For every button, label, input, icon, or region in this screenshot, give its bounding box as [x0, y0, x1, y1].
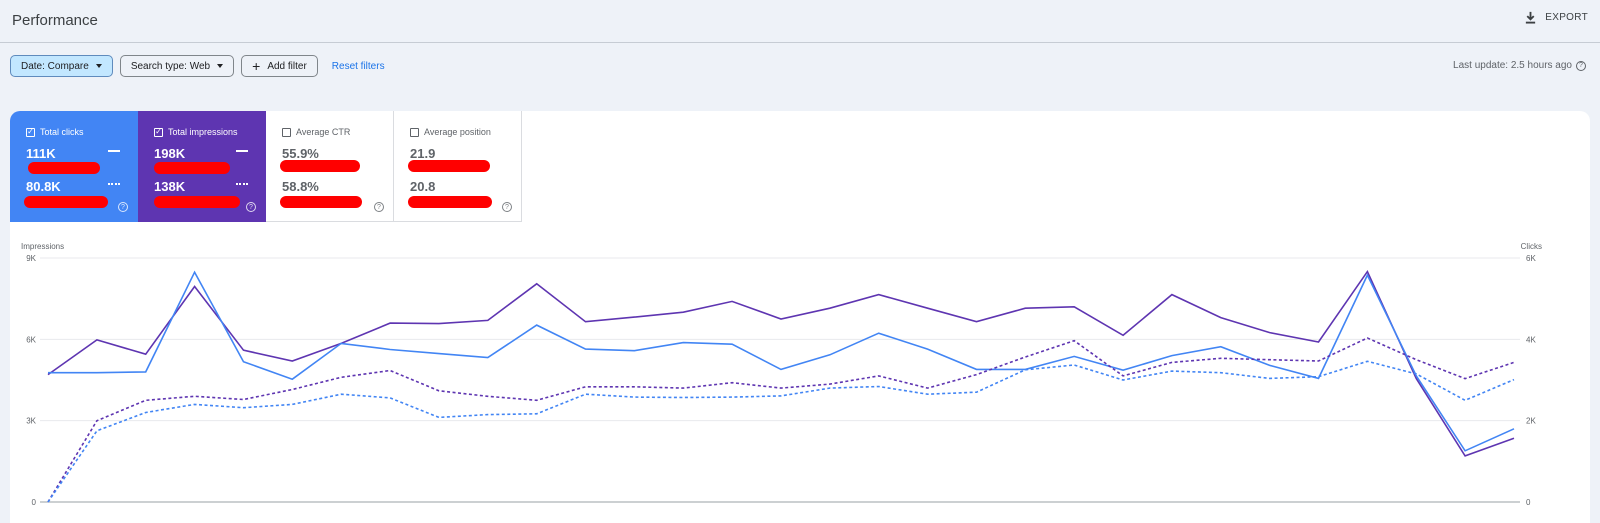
series-line-left-solid[interactable] [47, 269, 1515, 457]
chart-series [47, 269, 1515, 503]
series-line-left-dashed[interactable] [47, 337, 1515, 503]
chart-grid [40, 257, 1520, 503]
checkbox-checked-icon[interactable]: ✓ [154, 127, 163, 137]
search-type-chip[interactable]: Search type: Web [119, 55, 235, 77]
caret-down-icon [95, 64, 102, 68]
performance-chart[interactable]: Impressions Clicks 9K 6K 6K 4K 3K 2K 0 0 [0, 240, 1600, 523]
left-tick-label: 3K [26, 417, 36, 426]
current-value: 21.9 [410, 146, 436, 161]
right-tick-label: 2K [1526, 417, 1536, 426]
search-type-label: Search type: Web [130, 60, 211, 72]
help-icon[interactable]: ? [374, 202, 384, 212]
left-tick-label: 0 [32, 498, 37, 507]
left-axis-label: Impressions [21, 242, 64, 251]
redaction-mark [154, 162, 230, 174]
reset-filters-link[interactable]: Reset filters [331, 60, 385, 72]
filter-bar: Date: Compare Search type: Web + Add fil… [10, 55, 385, 77]
checkbox-checked-icon[interactable]: ✓ [26, 127, 35, 137]
solid-line-icon [108, 150, 120, 152]
right-tick-label: 4K [1526, 335, 1536, 344]
average-position-card[interactable]: Average position 21.9 20.8 ? [394, 111, 522, 222]
help-icon[interactable]: ? [1576, 60, 1586, 71]
card-label: Average position [424, 127, 491, 137]
redaction-mark [154, 196, 240, 208]
right-tick-label: 6K [1526, 254, 1536, 263]
help-icon[interactable]: ? [246, 202, 256, 212]
page-title: Performance [12, 12, 98, 29]
redaction-mark [280, 160, 360, 172]
performance-panel: ✓ Total clicks 111K 80.8K ? ✓ Total impres… [10, 111, 1590, 523]
previous-value: 20.8 [410, 179, 436, 194]
checkbox-unchecked-icon[interactable] [282, 127, 291, 137]
previous-value: 58.8% [282, 179, 319, 194]
total-clicks-card[interactable]: ✓ Total clicks 111K 80.8K ? [10, 111, 138, 222]
average-ctr-card[interactable]: Average CTR 55.9% 58.8% ? [266, 111, 394, 222]
date-filter-label: Date: Compare [21, 60, 89, 72]
help-icon[interactable]: ? [502, 202, 512, 212]
add-filter-button[interactable]: + Add filter [241, 55, 318, 77]
plus-icon: + [252, 57, 261, 74]
dotted-line-icon [108, 183, 120, 185]
current-value: 198K [154, 146, 186, 161]
right-axis-label: Clicks [1521, 242, 1542, 251]
top-bar: Performance EXPORT [0, 0, 1600, 43]
export-button[interactable]: EXPORT [1524, 11, 1588, 24]
card-label: Total impressions [168, 127, 238, 137]
export-label: EXPORT [1545, 12, 1588, 23]
last-update-text: Last update: 2.5 hours ago [1453, 60, 1572, 71]
redaction-mark [408, 160, 490, 172]
series-line-right-solid[interactable] [48, 270, 1515, 452]
download-icon [1526, 11, 1536, 24]
caret-down-icon [217, 64, 224, 68]
solid-line-icon [236, 150, 248, 152]
series-line-right-dashed[interactable] [47, 360, 1515, 503]
left-tick-label: 9K [26, 254, 36, 263]
left-tick-label: 6K [26, 335, 36, 344]
card-label: Total clicks [40, 127, 84, 137]
last-update: Last update: 2.5 hours ago ? [1453, 60, 1586, 71]
help-icon[interactable]: ? [118, 202, 128, 212]
dotted-line-icon [236, 183, 248, 185]
redaction-mark [24, 196, 108, 208]
redaction-mark [408, 196, 492, 208]
metric-cards: ✓ Total clicks 111K 80.8K ? ✓ Total impres… [10, 111, 522, 222]
previous-value: 138K [154, 179, 186, 194]
previous-value: 80.8K [26, 179, 61, 194]
date-filter-chip[interactable]: Date: Compare [10, 55, 113, 77]
current-value: 55.9% [282, 146, 319, 161]
card-label: Average CTR [296, 127, 351, 137]
add-filter-label: Add filter [267, 60, 307, 72]
chart-tick-labels: 9K 6K 6K 4K 3K 2K 0 0 [26, 254, 1536, 507]
current-value: 111K [26, 146, 56, 161]
right-tick-label: 0 [1526, 498, 1531, 507]
redaction-mark [28, 162, 100, 174]
checkbox-unchecked-icon[interactable] [410, 127, 419, 137]
total-impressions-card[interactable]: ✓ Total impressions 198K 138K ? [138, 111, 266, 222]
redaction-mark [280, 196, 362, 208]
